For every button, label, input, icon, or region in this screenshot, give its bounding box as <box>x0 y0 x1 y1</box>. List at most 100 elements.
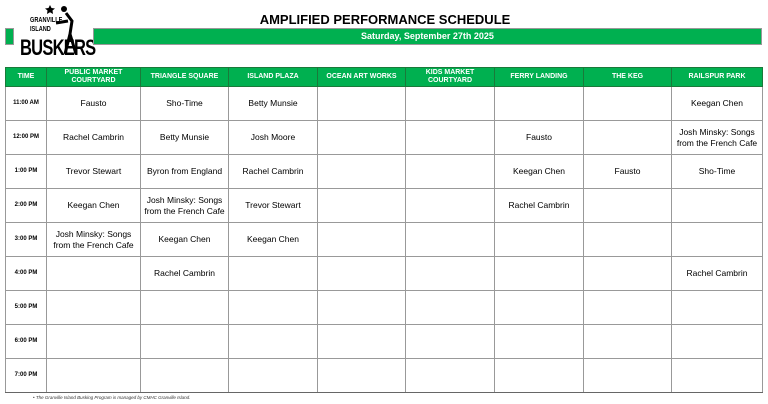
table-row: 6:00 PM <box>5 324 763 359</box>
performer-cell <box>46 290 141 325</box>
performer-cell: Betty Munsie <box>228 86 318 121</box>
performer-cell <box>494 324 584 359</box>
performer-cell <box>583 86 672 121</box>
performer-cell: Trevor Stewart <box>228 188 318 223</box>
time-cell: 12:00 PM <box>5 120 47 155</box>
page-title: AMPLIFIED PERFORMANCE SCHEDULE <box>259 12 511 27</box>
performer-cell: Keegan Chen <box>140 222 229 257</box>
performer-cell <box>140 290 229 325</box>
performer-cell: Josh Moore <box>228 120 318 155</box>
time-cell: 2:00 PM <box>5 188 47 223</box>
performer-cell: Sho-Time <box>671 154 763 189</box>
performer-cell <box>405 358 495 393</box>
performer-cell: Keegan Chen <box>671 86 763 121</box>
performer-cell <box>405 86 495 121</box>
performer-cell: Rachel Cambrin <box>494 188 584 223</box>
column-header: PUBLIC MARKET COURTYARD <box>46 67 141 87</box>
accent-square <box>5 28 14 45</box>
logo-text-island: ISLAND <box>30 26 51 33</box>
performer-cell: Josh Minsky: Songs from the French Cafe <box>140 188 229 223</box>
performer-cell <box>405 188 495 223</box>
column-header: TRIANGLE SQUARE <box>140 67 229 87</box>
performer-cell: Keegan Chen <box>494 154 584 189</box>
performer-cell <box>317 222 406 257</box>
performer-cell <box>46 324 141 359</box>
performer-cell <box>494 86 584 121</box>
performer-cell: Rachel Cambrin <box>46 120 141 155</box>
column-header: KIDS MARKET COURTYARD <box>405 67 495 87</box>
performer-cell <box>317 358 406 393</box>
logo-text-buskers: BUSKERS <box>20 35 96 60</box>
time-cell: 3:00 PM <box>5 222 47 257</box>
performer-cell <box>228 324 318 359</box>
table-row: 1:00 PM Trevor Stewart Byron from England R… <box>5 154 763 189</box>
column-header: OCEAN ART WORKS <box>317 67 406 87</box>
performer-cell <box>583 188 672 223</box>
performer-cell: Rachel Cambrin <box>228 154 318 189</box>
performer-cell: Betty Munsie <box>140 120 229 155</box>
performer-cell <box>317 290 406 325</box>
column-header: ISLAND PLAZA <box>228 67 318 87</box>
performer-cell <box>317 256 406 291</box>
performer-cell <box>405 256 495 291</box>
performer-cell <box>405 120 495 155</box>
juggler-icon <box>45 5 78 55</box>
time-cell: 4:00 PM <box>5 256 47 291</box>
logo-text-granville: GRANVILLE <box>30 17 63 24</box>
performer-cell <box>671 290 763 325</box>
performer-cell <box>405 222 495 257</box>
performer-cell: Byron from England <box>140 154 229 189</box>
column-header: FERRY LANDING <box>494 67 584 87</box>
performer-cell <box>140 324 229 359</box>
performer-cell: Fausto <box>494 120 584 155</box>
performer-cell <box>583 222 672 257</box>
header-row: TIME PUBLIC MARKET COURTYARD TRIANGLE SQUA… <box>5 67 763 87</box>
performer-cell: Josh Minsky: Songs from the French Cafe <box>671 120 763 155</box>
column-header: TIME <box>5 67 47 87</box>
performer-cell <box>494 256 584 291</box>
performer-cell <box>228 358 318 393</box>
performer-cell <box>583 358 672 393</box>
performer-cell: Keegan Chen <box>228 222 318 257</box>
table-row: 12:00 PM Rachel Cambrin Betty Munsie Josh M… <box>5 120 763 155</box>
performer-cell <box>405 290 495 325</box>
date-banner: Saturday, September 27th 2025 <box>93 28 762 45</box>
performer-cell <box>583 324 672 359</box>
table-row: 7:00 PM <box>5 358 763 393</box>
column-header: THE KEG <box>583 67 672 87</box>
footnote: • The Granville Island Busking Program i… <box>33 395 191 400</box>
table-row: 3:00 PM Josh Minsky: Songs from the Frenc… <box>5 222 763 257</box>
performer-cell <box>583 290 672 325</box>
table-row: 4:00 PM Rachel Cambrin Rachel Cambrin <box>5 256 763 291</box>
performer-cell <box>494 358 584 393</box>
performer-cell <box>671 222 763 257</box>
table-row: 5:00 PM <box>5 290 763 325</box>
performer-cell: Rachel Cambrin <box>671 256 763 291</box>
performer-cell: Trevor Stewart <box>46 154 141 189</box>
performer-cell <box>671 324 763 359</box>
buskers-logo: GRANVILLE ISLAND BUSKERS <box>20 4 96 60</box>
performer-cell <box>583 120 672 155</box>
performer-cell: Josh Minsky: Songs from the French Cafe <box>46 222 141 257</box>
time-cell: 7:00 PM <box>5 358 47 393</box>
performer-cell <box>317 86 406 121</box>
performer-cell: Sho-Time <box>140 86 229 121</box>
performer-cell <box>317 324 406 359</box>
performer-cell <box>140 358 229 393</box>
performer-cell: Fausto <box>583 154 672 189</box>
table-row: 2:00 PM Keegan Chen Josh Minsky: Songs fro… <box>5 188 763 223</box>
performer-cell <box>671 188 763 223</box>
performer-cell <box>405 324 495 359</box>
time-cell: 1:00 PM <box>5 154 47 189</box>
performer-cell <box>317 188 406 223</box>
performer-cell: Rachel Cambrin <box>140 256 229 291</box>
performer-cell <box>317 120 406 155</box>
performer-cell <box>583 256 672 291</box>
time-cell: 5:00 PM <box>5 290 47 325</box>
column-header: RAILSPUR PARK <box>671 67 763 87</box>
performer-cell <box>494 290 584 325</box>
table-row: 11:00 AM Fausto Sho-Time Betty Munsie Keegan… <box>5 86 763 121</box>
performer-cell <box>317 154 406 189</box>
performer-cell <box>228 290 318 325</box>
performer-cell <box>671 358 763 393</box>
